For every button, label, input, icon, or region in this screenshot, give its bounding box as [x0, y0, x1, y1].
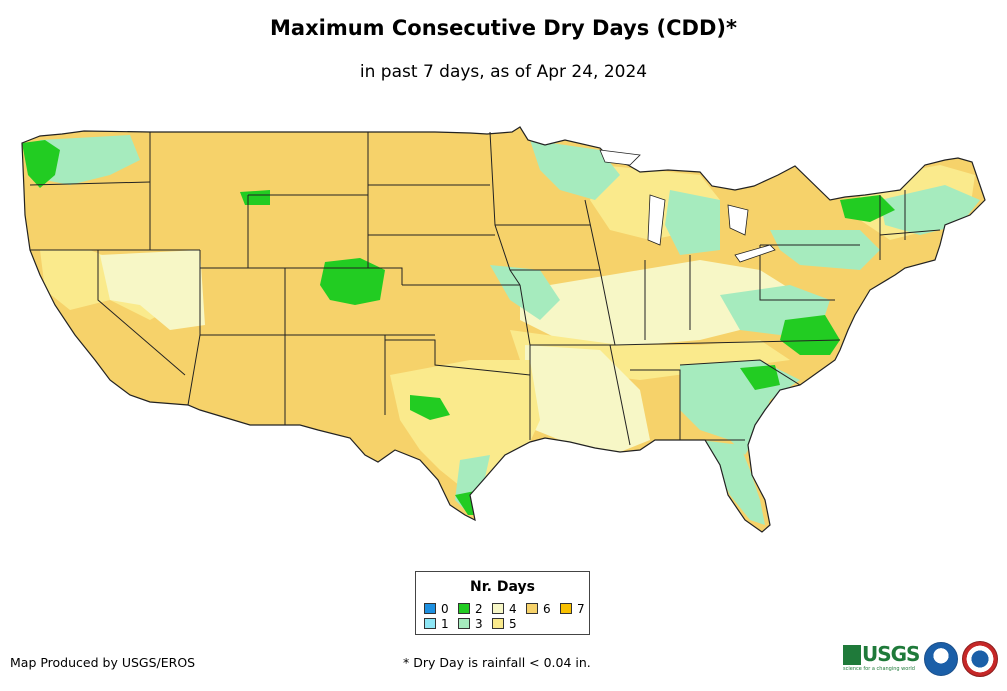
usgs-logo-tagline: science for a changing world: [843, 666, 915, 672]
legend-swatch-1: [424, 618, 436, 629]
border-al-ga: [630, 369, 681, 440]
legend-item-4: 4: [492, 603, 517, 617]
map-legend: Nr. Days 0 1 2 3 4 5 6 7: [415, 571, 590, 635]
border-ca-nv: [97, 250, 186, 376]
legend-label-3: 3: [475, 617, 483, 631]
border-pa-south: [759, 245, 835, 301]
legend-swatch-4: [492, 603, 504, 614]
state-borders: [29, 131, 941, 446]
noaa-logo-icon: [924, 642, 958, 676]
zone-3-missouri: [490, 265, 560, 320]
legend-label-2: 2: [475, 602, 483, 616]
zone-2-colorado: [320, 258, 385, 305]
legend-swatch-7: [560, 603, 572, 614]
usgs-wave-icon: [843, 645, 861, 665]
dry-day-footnote: * Dry Day is rainfall < 0.04 in.: [403, 655, 591, 670]
map-credit: Map Produced by USGS/EROS: [10, 655, 196, 670]
map-subtitle: in past 7 days, as of Apr 24, 2024: [359, 62, 648, 82]
legend-swatch-2: [458, 603, 470, 614]
legend-label-6: 6: [543, 602, 551, 616]
usgs-logo: USGS science for a changing world: [843, 642, 920, 673]
legend-swatch-0: [424, 603, 436, 614]
legend-item-3: 3: [458, 618, 483, 632]
legend-item-6: 6: [526, 603, 551, 617]
border-ms-al: [609, 344, 631, 446]
border-wy-co-ne: [248, 267, 403, 285]
border-mn-west: [489, 131, 521, 286]
zone-2-west-texas: [410, 395, 450, 420]
map-title: Maximum Consecutive Dry Days (CDD)*: [270, 16, 737, 40]
legend-item-2: 2: [458, 603, 483, 617]
nws-logo-icon: [962, 641, 998, 677]
us-land: [22, 127, 985, 532]
zone-3-pacific-northwest: [40, 135, 140, 185]
border-wa-or: [29, 181, 151, 186]
border-ma: [879, 229, 941, 236]
zone-2-wyoming: [240, 190, 270, 205]
zone-3-michigan: [665, 190, 720, 255]
legend-label-1: 1: [441, 617, 449, 631]
zone-4-ohio-valley: [520, 260, 800, 350]
usgs-logo-text: USGS: [862, 642, 920, 666]
zone-3-upper-midwest: [530, 140, 620, 200]
legend-item-0: 0: [424, 603, 449, 617]
zone-4-nevada: [100, 250, 205, 330]
legend-item-1: 1: [424, 618, 449, 632]
border-nc-sc: [679, 359, 801, 386]
border-wi-il: [584, 199, 616, 346]
legend-item-7: 7: [560, 603, 585, 617]
zone-4-lower-mississippi: [525, 345, 650, 452]
border-ok-tx: [385, 339, 531, 376]
zone-2-virginia: [780, 315, 840, 355]
lake-michigan: [647, 194, 666, 246]
legend-swatch-3: [458, 618, 470, 629]
zone-2-new-york: [840, 195, 895, 222]
legend-label-0: 0: [441, 602, 449, 616]
legend-swatch-5: [492, 618, 504, 629]
lake-superior: [599, 149, 641, 166]
legend-title: Nr. Days: [470, 579, 535, 595]
zone-3-pennsylvania: [770, 230, 880, 270]
legend-swatch-6: [526, 603, 538, 614]
lake-huron: [727, 204, 749, 236]
zone-2-washington: [22, 140, 60, 188]
zone-2-carolinas: [740, 365, 780, 390]
legend-item-5: 5: [492, 618, 517, 632]
legend-label-7: 7: [577, 602, 585, 616]
lake-erie: [734, 244, 776, 263]
legend-label-4: 4: [509, 602, 517, 616]
border-tn-ky: [614, 339, 841, 346]
legend-label-5: 5: [509, 617, 517, 631]
